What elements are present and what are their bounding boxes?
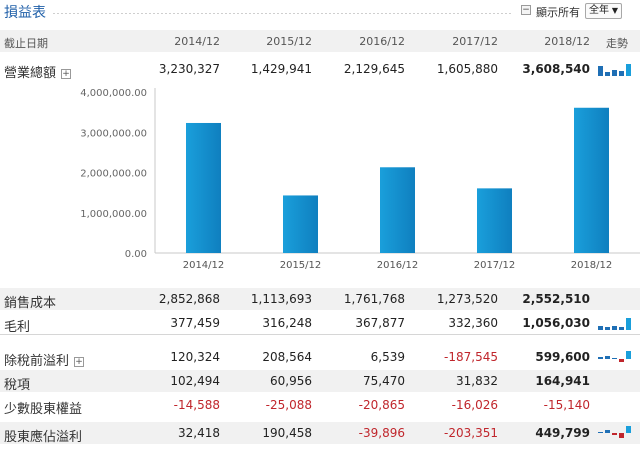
cell-value: 377,459: [170, 316, 220, 330]
cell-value: 332,360: [448, 316, 498, 330]
row-label-cogs: 銷售成本: [4, 296, 57, 311]
dropdown-arrow-icon: ▼: [611, 6, 618, 15]
cell-value: -20,865: [358, 398, 405, 412]
cell-value: 367,877: [355, 316, 405, 330]
cell-value: 6,539: [370, 350, 405, 364]
table-row-net-profit: 股東應佔溢利 32,418 190,458 -39,896 -203,351 4…: [0, 422, 640, 445]
cell-value: -39,896: [358, 426, 405, 440]
cell-value: 31,832: [456, 374, 498, 388]
row-label-revenue: 營業總額 +: [4, 66, 72, 81]
x-tick-label: 2015/12: [280, 260, 322, 271]
cell-value-latest: 599,600: [535, 350, 590, 364]
trend-sparkline-icon[interactable]: [598, 426, 632, 440]
cell-value: 1,605,880: [436, 62, 498, 76]
x-tick-label: 2017/12: [474, 260, 516, 271]
table-row-gross-profit: 毛利 377,459 316,248 367,877 332,360 1,056…: [0, 312, 640, 335]
cell-value: -203,351: [444, 426, 498, 440]
cell-value: 2,852,868: [158, 292, 220, 306]
table-row-cogs: 銷售成本 2,852,868 1,113,693 1,761,768 1,273…: [0, 288, 640, 311]
cell-value: 1,113,693: [250, 292, 312, 306]
row-label-tax: 稅項: [4, 378, 31, 393]
revenue-bar-chart: 4,000,000.00 3,000,000.00 2,000,000.00 1,00…: [80, 88, 640, 271]
table-row-pretax-profit: 除稅前溢利 + 120,324 208,564 6,539 -187,545 59…: [0, 346, 640, 369]
year-header: 2018/12: [544, 35, 590, 48]
income-statement-header: 損益表 − 顯示所有 全年 ▼: [0, 0, 640, 26]
chart-bar[interactable]: [477, 188, 512, 253]
row-label-gross-profit: 毛利: [4, 320, 31, 335]
column-header-row: 截止日期 2014/12 2015/12 2016/12 2017/12 201…: [0, 30, 640, 52]
section-title: 損益表: [4, 5, 46, 21]
period-select-value: 全年: [589, 5, 609, 16]
cell-value: 1,429,941: [250, 62, 312, 76]
cell-value-latest: 1,056,030: [522, 316, 590, 330]
x-tick-label: 2014/12: [183, 260, 225, 271]
cell-value: 1,273,520: [436, 292, 498, 306]
trend-header: 走勢: [606, 37, 628, 50]
trend-sparkline-icon[interactable]: [598, 350, 632, 364]
cell-value: 2,129,645: [343, 62, 405, 76]
y-tick-label: 4,000,000.00: [80, 88, 147, 99]
cell-value-latest: 449,799: [535, 426, 590, 440]
row-label-net-profit: 股東應佔溢利: [4, 430, 83, 445]
year-header: 2014/12: [174, 35, 220, 48]
trend-sparkline-icon[interactable]: [598, 62, 632, 76]
cell-value: 190,458: [262, 426, 312, 440]
cell-value: 316,248: [262, 316, 312, 330]
y-tick-label: 1,000,000.00: [80, 209, 147, 220]
cell-value: 1,761,768: [343, 292, 405, 306]
cell-value-latest: 3,608,540: [522, 62, 590, 76]
cell-value: 75,470: [363, 374, 405, 388]
dotted-divider: [52, 12, 512, 15]
year-header: 2017/12: [452, 35, 498, 48]
cell-value-latest: 2,552,510: [522, 292, 590, 306]
y-tick-label: 0.00: [125, 249, 147, 260]
chart-bar[interactable]: [186, 122, 221, 253]
table-row-minority-interest: 少數股東權益 -14,588 -25,088 -20,865 -16,026 -…: [0, 394, 640, 417]
cell-value: 60,956: [270, 374, 312, 388]
cell-value: -14,588: [173, 398, 220, 412]
expand-plus-icon[interactable]: +: [61, 69, 72, 79]
chart-bar[interactable]: [574, 107, 609, 254]
cell-value: 208,564: [262, 350, 312, 364]
year-header: 2016/12: [359, 35, 405, 48]
cell-value-latest: 164,941: [535, 374, 590, 388]
x-tick-label: 2016/12: [377, 260, 419, 271]
cell-value-latest: -15,140: [543, 398, 590, 412]
cell-value: 120,324: [170, 350, 220, 364]
y-tick-label: 2,000,000.00: [80, 169, 147, 180]
column-label: 截止日期: [4, 37, 48, 50]
expand-plus-icon[interactable]: +: [74, 357, 85, 367]
cell-value: 32,418: [178, 426, 220, 440]
trend-sparkline-icon[interactable]: [598, 316, 632, 330]
x-tick-label: 2018/12: [571, 260, 613, 271]
chart-bar[interactable]: [283, 195, 318, 253]
show-all-toggle[interactable]: −: [521, 5, 531, 15]
cell-value: 102,494: [170, 374, 220, 388]
chart-bar[interactable]: [380, 167, 415, 253]
y-tick-label: 3,000,000.00: [80, 128, 147, 139]
table-row-revenue: 營業總額 + 3,230,327 1,429,941 2,129,645 1,60…: [0, 58, 640, 81]
row-label-pretax-profit: 除稅前溢利 +: [4, 354, 85, 369]
cell-value: -187,545: [444, 350, 498, 364]
row-label-minority-interest: 少數股東權益: [4, 402, 83, 417]
table-row-tax: 稅項 102,494 60,956 75,470 31,832 164,941: [0, 370, 640, 393]
period-select[interactable]: 全年 ▼: [585, 3, 622, 19]
cell-value: -25,088: [265, 398, 312, 412]
show-all-label: 顯示所有: [536, 6, 580, 19]
cell-value: 3,230,327: [158, 62, 220, 76]
cell-value: -16,026: [451, 398, 498, 412]
year-header: 2015/12: [266, 35, 312, 48]
